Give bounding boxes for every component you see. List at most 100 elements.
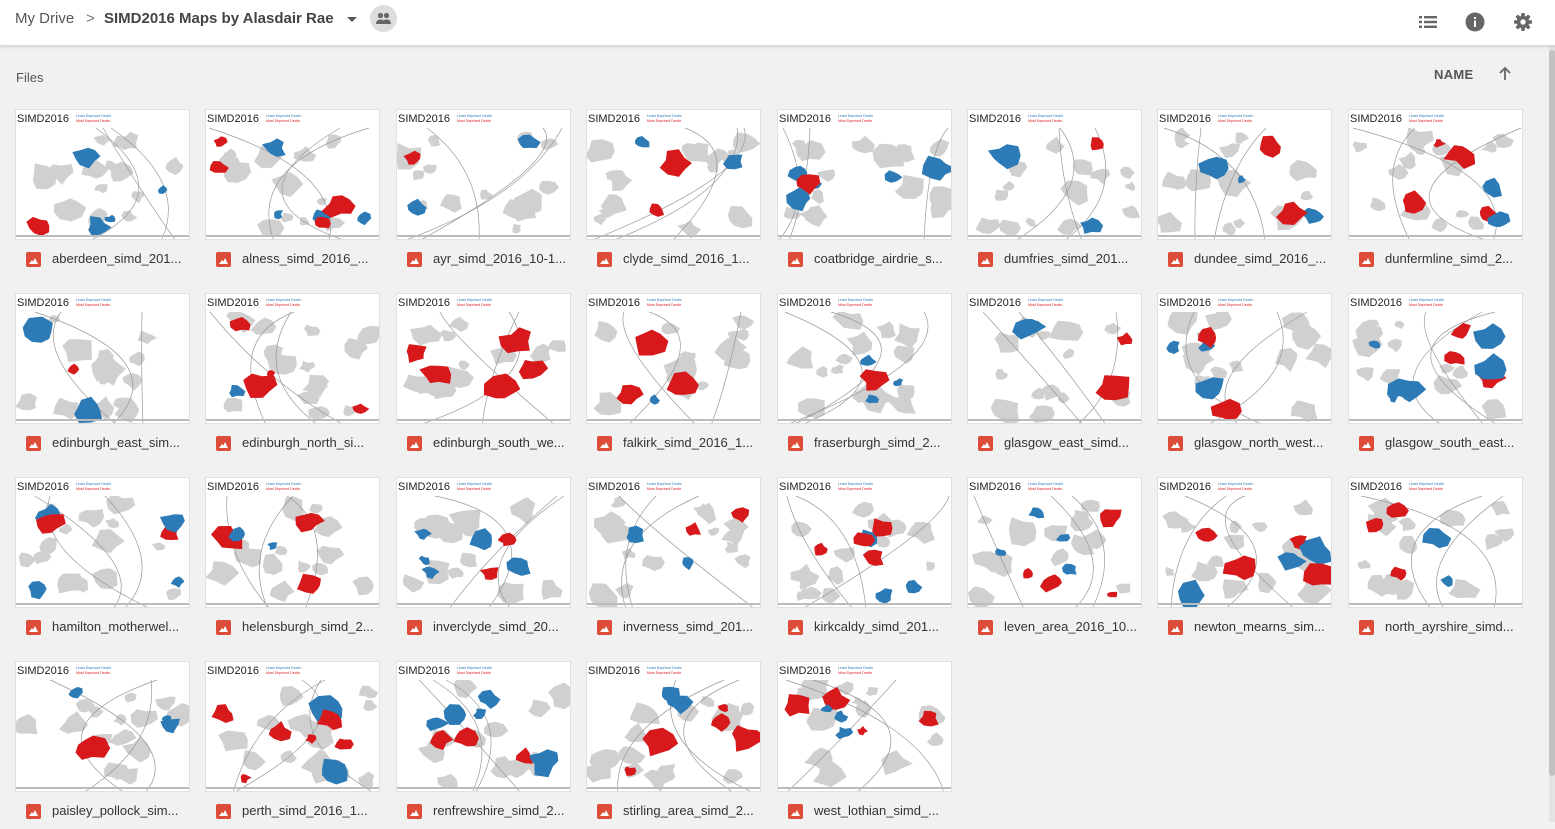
file-name-row[interactable]: renfrewshire_simd_2... (396, 792, 571, 829)
map-thumbnail[interactable]: SIMD2016 Least Deprived Decile Most Depriv… (396, 293, 571, 424)
file-name-row[interactable]: dumfries_simd_201... (967, 240, 1142, 277)
map-thumbnail[interactable]: SIMD2016 Least Deprived Decile Most Depriv… (967, 293, 1142, 424)
file-name-row[interactable]: kirkcaldy_simd_201... (777, 608, 952, 645)
map-thumbnail[interactable]: SIMD2016 Least Deprived Decile Most Depriv… (586, 109, 761, 240)
breadcrumb-root[interactable]: My Drive (15, 10, 75, 27)
file-card[interactable]: SIMD2016 Least Deprived Decile Most Depriv… (586, 661, 761, 829)
info-icon[interactable] (1464, 11, 1486, 33)
legend-least-deprived: Least Deprived Decile (1218, 114, 1253, 118)
map-thumbnail[interactable]: SIMD2016 Least Deprived Decile Most Depriv… (396, 661, 571, 792)
file-card[interactable]: SIMD2016 Least Deprived Decile Most Depriv… (777, 661, 952, 829)
map-thumbnail[interactable]: SIMD2016 Least Deprived Decile Most Depriv… (967, 109, 1142, 240)
map-thumbnail[interactable]: SIMD2016 Least Deprived Decile Most Depriv… (777, 109, 952, 240)
file-card[interactable]: SIMD2016 Least Deprived Decile Most Depriv… (777, 109, 952, 277)
file-name-row[interactable]: coatbridge_airdrie_s... (777, 240, 952, 277)
map-thumbnail[interactable]: SIMD2016 Least Deprived Decile Most Depriv… (1348, 477, 1523, 608)
file-card[interactable]: SIMD2016 Least Deprived Decile Most Depriv… (1348, 477, 1523, 645)
file-card[interactable]: SIMD2016 Least Deprived Decile Most Depriv… (205, 477, 380, 645)
map-thumbnail[interactable]: SIMD2016 Least Deprived Decile Most Depriv… (205, 661, 380, 792)
scrollbar-thumb[interactable] (1549, 50, 1555, 776)
file-card[interactable]: SIMD2016 Least Deprived Decile Most Depriv… (396, 477, 571, 645)
map-thumbnail[interactable]: SIMD2016 Least Deprived Decile Most Depriv… (777, 477, 952, 608)
file-card[interactable]: SIMD2016 Least Deprived Decile Most Depriv… (396, 661, 571, 829)
file-name-row[interactable]: edinburgh_south_we... (396, 424, 571, 461)
file-card[interactable]: SIMD2016 Least Deprived Decile Most Depriv… (15, 477, 190, 645)
file-card[interactable]: SIMD2016 Least Deprived Decile Most Depriv… (396, 293, 571, 461)
file-name-row[interactable]: edinburgh_east_sim... (15, 424, 190, 461)
file-name-row[interactable]: glasgow_south_east... (1348, 424, 1523, 461)
map-thumbnail[interactable]: SIMD2016 Least Deprived Decile Most Depriv… (1348, 109, 1523, 240)
file-name-row[interactable]: inverness_simd_201... (586, 608, 761, 645)
file-name-row[interactable]: glasgow_east_simd... (967, 424, 1142, 461)
map-thumbnail[interactable]: SIMD2016 Least Deprived Decile Most Depriv… (396, 109, 571, 240)
file-name-row[interactable]: north_ayrshire_simd... (1348, 608, 1523, 645)
file-card[interactable]: SIMD2016 Least Deprived Decile Most Depriv… (1348, 109, 1523, 277)
map-thumbnail[interactable]: SIMD2016 Least Deprived Decile Most Depriv… (777, 293, 952, 424)
breadcrumb-current-folder[interactable]: SIMD2016 Maps by Alasdair Rae (104, 10, 334, 27)
file-card[interactable]: SIMD2016 Least Deprived Decile Most Depriv… (777, 477, 952, 645)
map-thumbnail[interactable]: SIMD2016 Least Deprived Decile Most Depriv… (777, 661, 952, 792)
map-thumbnail[interactable]: SIMD2016 Least Deprived Decile Most Depriv… (205, 477, 380, 608)
chevron-down-icon[interactable] (347, 17, 357, 22)
file-card[interactable]: SIMD2016 Least Deprived Decile Most Depriv… (1157, 477, 1332, 645)
file-card[interactable]: SIMD2016 Least Deprived Decile Most Depriv… (586, 293, 761, 461)
map-thumbnail[interactable]: SIMD2016 Least Deprived Decile Most Depriv… (1157, 477, 1332, 608)
file-card[interactable]: SIMD2016 Least Deprived Decile Most Depriv… (205, 109, 380, 277)
map-thumbnail[interactable]: SIMD2016 Least Deprived Decile Most Depriv… (205, 109, 380, 240)
file-card[interactable]: SIMD2016 Least Deprived Decile Most Depriv… (967, 477, 1142, 645)
file-card[interactable]: SIMD2016 Least Deprived Decile Most Depriv… (396, 109, 571, 277)
file-card[interactable]: SIMD2016 Least Deprived Decile Most Depriv… (586, 477, 761, 645)
map-thumbnail[interactable]: SIMD2016 Least Deprived Decile Most Depriv… (1157, 109, 1332, 240)
file-card[interactable]: SIMD2016 Least Deprived Decile Most Depriv… (1157, 109, 1332, 277)
file-card[interactable]: SIMD2016 Least Deprived Decile Most Depriv… (967, 109, 1142, 277)
file-name-row[interactable]: helensburgh_simd_2... (205, 608, 380, 645)
sort-by-name-button[interactable]: NAME (1434, 67, 1474, 82)
map-thumbnail[interactable]: SIMD2016 Least Deprived Decile Most Depriv… (586, 477, 761, 608)
legend-least-deprived: Least Deprived Decile (457, 482, 492, 486)
map-thumbnail[interactable]: SIMD2016 Least Deprived Decile Most Depriv… (586, 661, 761, 792)
map-thumbnail[interactable]: SIMD2016 Least Deprived Decile Most Depriv… (15, 661, 190, 792)
file-name-row[interactable]: paisley_pollock_sim... (15, 792, 190, 829)
file-card[interactable]: SIMD2016 Least Deprived Decile Most Depriv… (15, 109, 190, 277)
file-name-row[interactable]: glasgow_north_west... (1157, 424, 1332, 461)
legend-least-deprived: Least Deprived Decile (76, 482, 111, 486)
file-name-row[interactable]: alness_simd_2016_... (205, 240, 380, 277)
file-name-row[interactable]: edinburgh_north_si... (205, 424, 380, 461)
map-thumbnail[interactable]: SIMD2016 Least Deprived Decile Most Depriv… (967, 477, 1142, 608)
file-card[interactable]: SIMD2016 Least Deprived Decile Most Depriv… (15, 661, 190, 829)
file-card[interactable]: SIMD2016 Least Deprived Decile Most Depriv… (1157, 293, 1332, 461)
file-name-row[interactable]: stirling_area_simd_2... (586, 792, 761, 829)
file-name-row[interactable]: fraserburgh_simd_2... (777, 424, 952, 461)
map-thumbnail[interactable]: SIMD2016 Least Deprived Decile Most Depriv… (15, 293, 190, 424)
file-name-row[interactable]: newton_mearns_sim... (1157, 608, 1332, 645)
file-card[interactable]: SIMD2016 Least Deprived Decile Most Depriv… (586, 109, 761, 277)
file-card[interactable]: SIMD2016 Least Deprived Decile Most Depriv… (967, 293, 1142, 461)
list-view-icon[interactable] (1417, 11, 1439, 33)
file-card[interactable]: SIMD2016 Least Deprived Decile Most Depriv… (205, 661, 380, 829)
map-thumbnail[interactable]: SIMD2016 Least Deprived Decile Most Depriv… (1348, 293, 1523, 424)
map-thumbnail[interactable]: SIMD2016 Least Deprived Decile Most Depriv… (1157, 293, 1332, 424)
arrow-up-icon[interactable] (1497, 66, 1513, 82)
file-name-row[interactable]: west_lothian_simd_... (777, 792, 952, 829)
file-card[interactable]: SIMD2016 Least Deprived Decile Most Depriv… (777, 293, 952, 461)
map-thumbnail[interactable]: SIMD2016 Least Deprived Decile Most Depriv… (205, 293, 380, 424)
map-thumbnail[interactable]: SIMD2016 Least Deprived Decile Most Depriv… (396, 477, 571, 608)
file-name-row[interactable]: falkirk_simd_2016_1... (586, 424, 761, 461)
file-name-row[interactable]: aberdeen_simd_201... (15, 240, 190, 277)
file-card[interactable]: SIMD2016 Least Deprived Decile Most Depriv… (1348, 293, 1523, 461)
map-thumbnail[interactable]: SIMD2016 Least Deprived Decile Most Depriv… (15, 109, 190, 240)
file-card[interactable]: SIMD2016 Least Deprived Decile Most Depriv… (15, 293, 190, 461)
file-name-row[interactable]: hamilton_motherwel... (15, 608, 190, 645)
map-thumbnail[interactable]: SIMD2016 Least Deprived Decile Most Depriv… (586, 293, 761, 424)
gear-icon[interactable] (1512, 11, 1534, 33)
file-name-row[interactable]: ayr_simd_2016_10-1... (396, 240, 571, 277)
people-icon[interactable] (370, 5, 397, 32)
file-name-row[interactable]: clyde_simd_2016_1... (586, 240, 761, 277)
file-name-row[interactable]: perth_simd_2016_1... (205, 792, 380, 829)
file-card[interactable]: SIMD2016 Least Deprived Decile Most Depriv… (205, 293, 380, 461)
file-name-row[interactable]: leven_area_2016_10... (967, 608, 1142, 645)
file-name-row[interactable]: inverclyde_simd_20... (396, 608, 571, 645)
file-name-row[interactable]: dundee_simd_2016_... (1157, 240, 1332, 277)
map-thumbnail[interactable]: SIMD2016 Least Deprived Decile Most Depriv… (15, 477, 190, 608)
file-name-row[interactable]: dunfermline_simd_2... (1348, 240, 1523, 277)
